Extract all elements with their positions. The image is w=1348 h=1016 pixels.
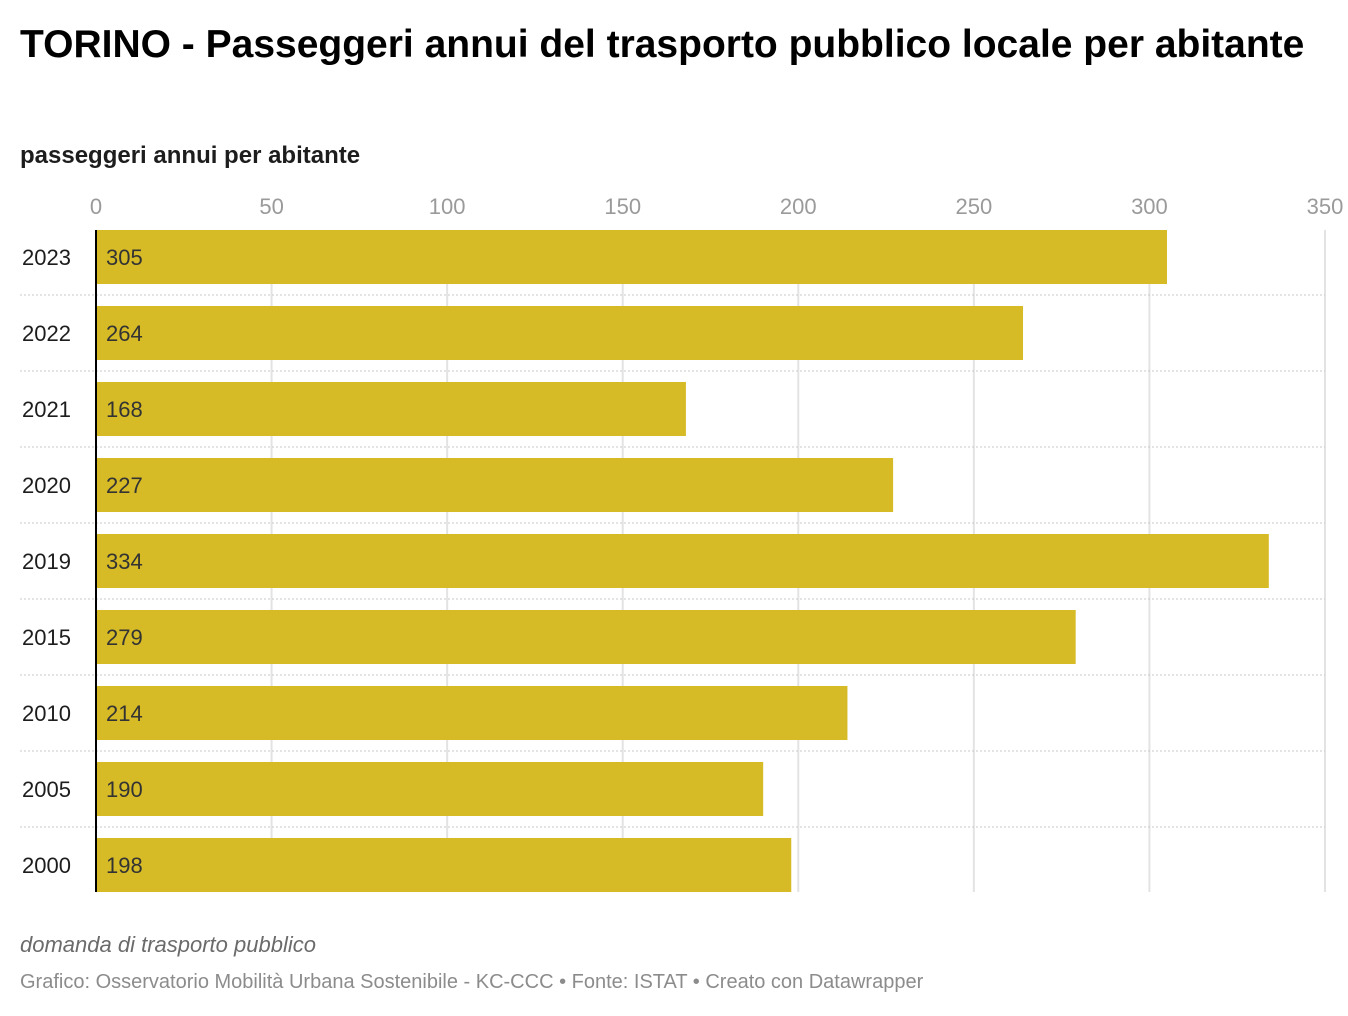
bar xyxy=(96,534,1269,588)
bar-value-label: 279 xyxy=(106,625,143,650)
category-label: 2015 xyxy=(22,625,71,650)
x-tick-label: 0 xyxy=(90,194,102,219)
bar xyxy=(96,686,848,740)
x-tick-label: 200 xyxy=(780,194,817,219)
x-tick-label: 100 xyxy=(429,194,466,219)
bar xyxy=(96,382,686,436)
bar xyxy=(96,230,1167,284)
x-tick-label: 50 xyxy=(259,194,283,219)
chart-subtitle: passeggeri annui per abitante xyxy=(20,142,361,169)
x-tick-label: 150 xyxy=(604,194,641,219)
chart-footer: Grafico: Osservatorio Mobilità Urbana So… xyxy=(20,971,924,993)
category-label: 2005 xyxy=(22,777,71,802)
bar-value-label: 264 xyxy=(106,321,143,346)
chart-note: domanda di trasporto pubblico xyxy=(20,932,316,957)
category-label: 2022 xyxy=(22,321,71,346)
category-label: 2021 xyxy=(22,397,71,422)
bar xyxy=(96,762,764,816)
bar-value-label: 168 xyxy=(106,397,143,422)
x-tick-label: 350 xyxy=(1307,194,1344,219)
category-label: 2020 xyxy=(22,473,71,498)
x-tick-label: 250 xyxy=(955,194,992,219)
category-label: 2023 xyxy=(22,245,71,270)
bar-value-label: 190 xyxy=(106,777,143,802)
bar xyxy=(96,610,1076,664)
bar-value-label: 334 xyxy=(106,549,143,574)
bar-value-label: 198 xyxy=(106,853,143,878)
bar xyxy=(96,458,894,512)
bar xyxy=(96,838,792,892)
bar xyxy=(96,306,1024,360)
bar-value-label: 305 xyxy=(106,245,143,270)
bar-chart: 0 50 100 150 200 250 300 350 2023 305 2022 264 2021 1… xyxy=(20,194,1344,892)
category-label: 2000 xyxy=(22,853,71,878)
chart-title: TORINO - Passeggeri annui del trasporto … xyxy=(20,23,1305,66)
category-label: 2019 xyxy=(22,549,71,574)
category-label: 2010 xyxy=(22,701,71,726)
x-tick-label: 300 xyxy=(1131,194,1168,219)
bar-value-label: 227 xyxy=(106,473,143,498)
bar-value-label: 214 xyxy=(106,701,143,726)
